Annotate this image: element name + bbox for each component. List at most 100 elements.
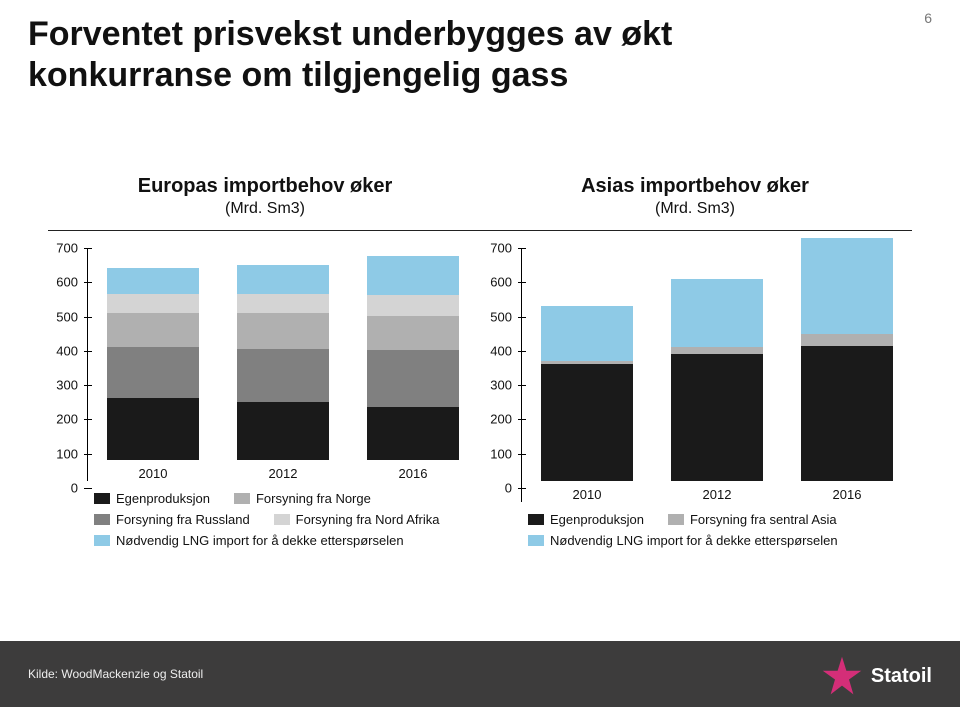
chart-body: 0100200300400500600700201020122016 xyxy=(48,248,478,481)
bar-segment-egen xyxy=(801,346,893,481)
bar-segment-lng xyxy=(237,265,329,294)
y-tick-label: 100 xyxy=(56,446,78,461)
bar-segment-lng xyxy=(107,268,199,294)
bar-segment-afrika xyxy=(367,295,459,316)
statoil-logo: Statoil xyxy=(821,655,932,697)
bar-segment-lng xyxy=(671,279,763,348)
charts-row: 0100200300400500600700201020122016Egenpr… xyxy=(48,248,912,548)
y-tick-label: 200 xyxy=(490,412,512,427)
title-line-2: konkurranse om tilgjengelig gass xyxy=(28,56,568,94)
y-tick-label: 300 xyxy=(490,378,512,393)
chart-title: Europas importbehov øker xyxy=(55,175,475,198)
y-axis: 0100200300400500600700 xyxy=(482,248,522,502)
legend-row: Egenproduksjon Forsyning fra Norge xyxy=(94,491,478,506)
plot-area: 2010 2012 2016 xyxy=(522,248,912,502)
bar-segment-egen xyxy=(107,398,199,460)
legend-row: Nødvendig LNG import for å dekke ettersp… xyxy=(528,533,912,548)
bar-segment-egen xyxy=(541,364,633,481)
chart-title: Asias importbehov øker xyxy=(485,175,905,198)
bar-column: 2012 xyxy=(237,265,329,481)
legend-row: Nødvendig LNG import for å dekke ettersp… xyxy=(94,533,478,548)
bar-column: 2016 xyxy=(801,238,893,502)
y-tick-label: 400 xyxy=(56,343,78,358)
bars-container: 2010 2012 2016 xyxy=(88,248,478,481)
footer-bar: Kilde: WoodMackenzie og Statoil Statoil xyxy=(0,641,960,707)
legend-label: Nødvendig LNG import for å dekke ettersp… xyxy=(116,533,404,548)
legend-label: Forsyning fra sentral Asia xyxy=(690,512,837,527)
legend: Egenproduksjon Forsyning fra sentral Asia… xyxy=(528,512,912,548)
legend-label: Egenproduksjon xyxy=(550,512,644,527)
legend: Egenproduksjon Forsyning fra Norge Forsyni… xyxy=(94,491,478,548)
y-tick-label: 600 xyxy=(56,275,78,290)
chart-unit: (Mrd. Sm3) xyxy=(485,200,905,218)
legend-item: Egenproduksjon xyxy=(94,491,210,506)
stacked-bar xyxy=(237,265,329,460)
y-tick-label: 600 xyxy=(490,275,512,290)
bar-segment-russ xyxy=(107,347,199,398)
slide: Forventet prisvekst underbygges av økt k… xyxy=(0,0,960,707)
legend-label: Forsyning fra Norge xyxy=(256,491,371,506)
x-tick-label: 2012 xyxy=(269,466,298,481)
y-tick-label: 300 xyxy=(56,378,78,393)
bar-segment-sentral xyxy=(671,347,763,354)
bar-column: 2010 xyxy=(107,268,199,481)
y-tick-label: 100 xyxy=(490,446,512,461)
legend-swatch xyxy=(234,493,250,504)
y-tick xyxy=(84,488,92,489)
stacked-bar xyxy=(801,238,893,481)
divider xyxy=(48,230,912,231)
legend-swatch xyxy=(94,514,110,525)
bar-column: 2010 xyxy=(541,306,633,502)
legend-swatch xyxy=(94,535,110,546)
bar-segment-lng xyxy=(541,306,633,361)
legend-item: Forsyning fra Nord Afrika xyxy=(274,512,440,527)
x-tick-label: 2012 xyxy=(703,487,732,502)
legend-swatch xyxy=(274,514,290,525)
bar-column: 2012 xyxy=(671,279,763,502)
x-tick-label: 2010 xyxy=(139,466,168,481)
legend-row: Forsyning fra Russland Forsyning fra Nord… xyxy=(94,512,478,527)
bar-segment-egen xyxy=(237,402,329,460)
y-tick-label: 0 xyxy=(505,481,512,496)
y-tick-label: 400 xyxy=(490,343,512,358)
bar-segment-afrika xyxy=(237,294,329,313)
bar-segment-norge xyxy=(237,313,329,349)
bar-segment-egen xyxy=(367,407,459,460)
legend-swatch xyxy=(528,514,544,525)
y-tick-label: 700 xyxy=(490,241,512,256)
chart-asia: 0100200300400500600700201020122016Egenpr… xyxy=(482,248,912,548)
bar-segment-sentral xyxy=(801,334,893,346)
bar-segment-russ xyxy=(237,349,329,402)
legend-label: Forsyning fra Russland xyxy=(116,512,250,527)
chart-subtitle-right: Asias importbehov øker (Mrd. Sm3) xyxy=(485,175,905,218)
chart-subtitle-left: Europas importbehov øker (Mrd. Sm3) xyxy=(55,175,475,218)
title-line-1: Forventet prisvekst underbygges av økt xyxy=(28,15,672,53)
legend-label: Nødvendig LNG import for å dekke ettersp… xyxy=(550,533,838,548)
page-title: Forventet prisvekst underbygges av økt k… xyxy=(28,14,672,96)
bar-segment-lng xyxy=(801,238,893,334)
bar-segment-norge xyxy=(107,313,199,347)
bar-segment-egen xyxy=(671,354,763,481)
plot-area: 2010 2012 2016 xyxy=(88,248,478,481)
chart-europe: 0100200300400500600700201020122016Egenpr… xyxy=(48,248,478,548)
legend-item: Nødvendig LNG import for å dekke ettersp… xyxy=(94,533,404,548)
x-tick-label: 2010 xyxy=(573,487,602,502)
x-tick-label: 2016 xyxy=(833,487,862,502)
legend-item: Forsyning fra sentral Asia xyxy=(668,512,837,527)
legend-item: Egenproduksjon xyxy=(528,512,644,527)
legend-label: Forsyning fra Nord Afrika xyxy=(296,512,440,527)
y-tick-label: 500 xyxy=(490,309,512,324)
bar-segment-afrika xyxy=(107,294,199,313)
legend-item: Nødvendig LNG import for å dekke ettersp… xyxy=(528,533,838,548)
page-number: 6 xyxy=(924,10,932,26)
bar-segment-norge xyxy=(367,316,459,350)
legend-item: Forsyning fra Norge xyxy=(234,491,371,506)
bar-segment-russ xyxy=(367,350,459,407)
legend-swatch xyxy=(528,535,544,546)
stacked-bar xyxy=(671,279,763,481)
legend-label: Egenproduksjon xyxy=(116,491,210,506)
y-tick-label: 700 xyxy=(56,241,78,256)
legend-row: Egenproduksjon Forsyning fra sentral Asia xyxy=(528,512,912,527)
x-tick-label: 2016 xyxy=(399,466,428,481)
logo-text: Statoil xyxy=(871,665,932,688)
